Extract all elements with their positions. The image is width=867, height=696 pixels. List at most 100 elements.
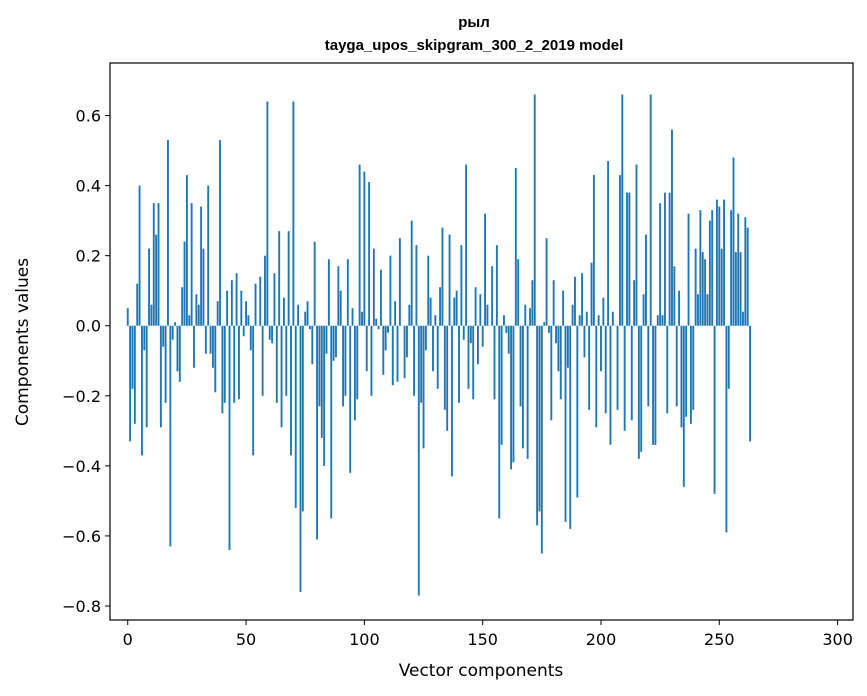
bar	[635, 164, 638, 326]
bar	[455, 290, 458, 326]
bar	[569, 325, 572, 529]
bar	[394, 301, 397, 326]
bar	[226, 290, 229, 326]
bar	[533, 94, 536, 326]
bar	[290, 325, 292, 456]
bar	[607, 161, 610, 326]
bar	[462, 325, 465, 340]
bar	[193, 325, 195, 368]
bar	[387, 325, 389, 333]
bar	[245, 301, 247, 326]
bar	[671, 129, 673, 326]
bar	[526, 325, 529, 459]
bar	[498, 325, 501, 519]
bar	[519, 325, 522, 407]
bar	[588, 325, 591, 410]
bar	[441, 227, 444, 326]
bar	[304, 311, 307, 326]
bar	[562, 290, 565, 326]
bar	[737, 213, 740, 326]
bar	[692, 325, 695, 410]
bar	[181, 287, 184, 326]
bar	[247, 315, 250, 326]
bar	[512, 325, 515, 463]
bar	[699, 210, 702, 326]
bar	[616, 325, 619, 410]
bar	[645, 234, 647, 326]
bar	[685, 325, 688, 417]
bar	[382, 325, 385, 375]
bar	[242, 325, 245, 337]
bar	[746, 227, 749, 326]
bar	[592, 175, 595, 326]
y-tick-label: 0.6	[76, 107, 101, 126]
bar	[301, 325, 304, 512]
bar	[732, 157, 735, 326]
bar	[495, 245, 498, 326]
bar	[540, 325, 543, 554]
bar	[126, 308, 129, 326]
bar	[335, 325, 337, 358]
bar	[521, 325, 524, 449]
bar	[694, 248, 697, 326]
x-axis-label: Vector components	[399, 661, 564, 681]
bar	[325, 325, 328, 354]
bar	[396, 325, 399, 382]
bar	[337, 266, 340, 326]
bar	[275, 325, 278, 403]
bar	[233, 325, 236, 403]
bar	[578, 315, 581, 326]
bar	[744, 217, 747, 326]
bar	[211, 325, 214, 368]
x-tick-label: 250	[704, 630, 735, 649]
bar	[150, 304, 153, 326]
bar	[221, 325, 224, 414]
bar	[268, 325, 271, 340]
bar	[384, 325, 387, 351]
bar	[235, 273, 238, 326]
bar	[200, 206, 203, 326]
bar	[299, 325, 302, 592]
bar	[715, 199, 718, 326]
bar	[706, 294, 709, 326]
bar	[282, 297, 285, 326]
bar	[363, 171, 366, 326]
bar	[339, 290, 342, 326]
bar	[375, 318, 378, 326]
bar	[723, 199, 725, 326]
bar	[730, 210, 733, 326]
bar	[460, 245, 463, 326]
bar	[623, 325, 626, 431]
bar	[391, 325, 394, 386]
bar	[297, 304, 300, 326]
bar	[174, 322, 177, 326]
bar	[626, 192, 628, 326]
y-tick-label: −0.8	[62, 597, 101, 616]
bar	[294, 325, 297, 508]
bar	[604, 325, 607, 414]
bar	[505, 325, 508, 333]
bar	[311, 325, 314, 365]
bar	[427, 255, 430, 326]
bar	[410, 220, 413, 326]
bar	[155, 234, 158, 326]
bar	[472, 325, 475, 400]
bar	[633, 280, 636, 326]
bar	[538, 325, 541, 512]
bar	[370, 325, 373, 396]
bar	[313, 241, 316, 326]
bar	[434, 315, 437, 326]
bar	[129, 325, 132, 442]
bar	[595, 325, 598, 428]
bar	[292, 101, 295, 326]
bar	[649, 94, 652, 326]
bar	[453, 297, 456, 326]
bar	[353, 325, 356, 421]
bar	[704, 259, 707, 326]
x-tick-label: 0	[123, 630, 133, 649]
bar	[680, 325, 683, 428]
bar	[571, 304, 574, 326]
bar	[469, 325, 472, 344]
bar	[448, 234, 451, 326]
bar	[356, 325, 359, 400]
